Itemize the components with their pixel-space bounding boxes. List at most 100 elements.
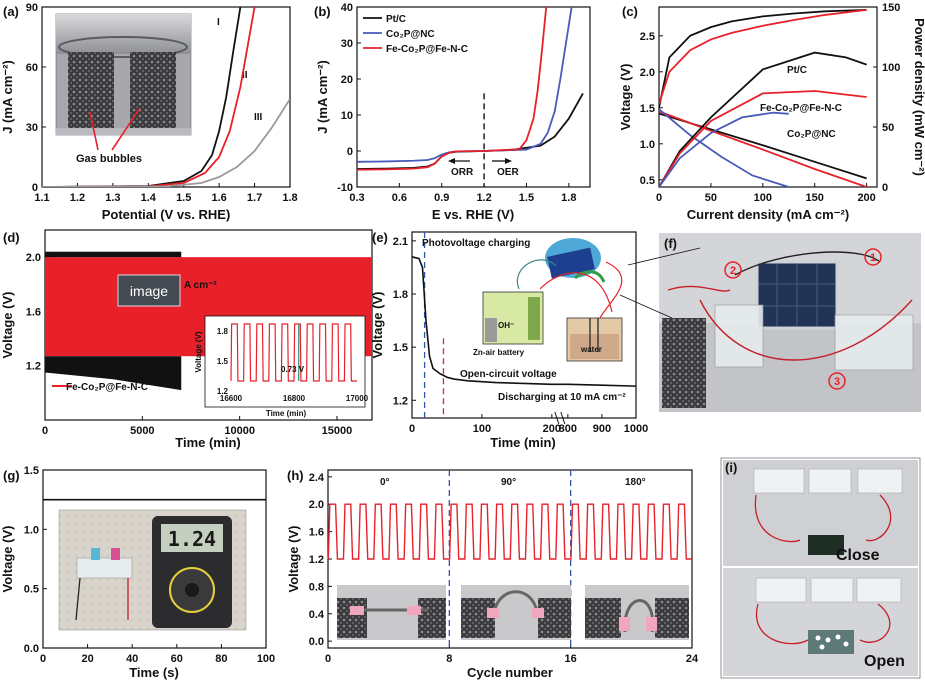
ytick-label: 0: [32, 182, 38, 194]
panel-g-label: (g): [3, 468, 20, 483]
marker-2: 2: [730, 265, 736, 277]
inset-ytick: 1.2: [217, 387, 229, 396]
panel-g-frame: [42, 469, 267, 649]
ytick-label: 40: [341, 2, 353, 14]
ytick-label: 1.2: [393, 395, 408, 407]
xtick-label: 0: [409, 423, 415, 435]
panel-a-plot: 1.1 1.2 1.3 1.4 1.5 1.6 1.7 1.8 0 30 60 90: [26, 2, 298, 204]
xtick-label: 15000: [322, 425, 353, 437]
water-label: water: [580, 345, 602, 354]
series-line-c-6: [659, 8, 867, 108]
panel-e-schematic: OH⁻ Zn-air battery water: [473, 238, 623, 362]
xtick-label: 1.1: [34, 192, 49, 204]
panel-d-xlabel: Time (min): [175, 435, 241, 450]
xtick-label: 0: [40, 653, 46, 665]
legend-d-fe-co2p: Fe-Co₂P@Fe-N-C: [66, 382, 148, 393]
label-co2p: Co₂P@NC: [787, 129, 836, 140]
ytick-label: 2.0: [640, 67, 655, 79]
panel-g-plot: 0 20 40 60 80 100 0.0 0.5 1.0 1.5: [24, 465, 275, 665]
ytick-label: 60: [26, 62, 38, 74]
close-label: Close: [836, 547, 880, 564]
ytick-label: 0.5: [640, 175, 655, 187]
angle-0: 0°: [380, 477, 390, 488]
panel-c-plot: 0 50 100 150 200 0.5 1.0 1.5 2.0 2.5 0 50 100 150: [640, 2, 901, 204]
xtick-label: 1.4: [141, 192, 157, 204]
ytick-label: 1.5: [393, 342, 408, 354]
panel-a-ylabel: J (mA cm⁻²): [0, 60, 15, 134]
ytick-label: 2.4: [309, 472, 325, 484]
ytick-label: 1.6: [26, 306, 41, 318]
series-line-h: [327, 503, 692, 560]
panel-b: (b) Pt/C Co₂P@NC Fe-Co₂P@Fe-N-C 0.3 0.6 0.…: [314, 2, 591, 222]
xtick-label: 150: [806, 192, 824, 204]
discharging-text: Discharging at 10 mA cm⁻²: [498, 392, 626, 403]
panel-a-photo: Gas bubbles: [55, 13, 192, 165]
inset-xlabel: Time (min): [266, 409, 307, 418]
xtick-label: 24: [686, 653, 699, 665]
xtick-label: 1.5: [176, 192, 191, 204]
label-fe-co2p: Fe-Co₂P@Fe-N-C: [760, 103, 842, 114]
legend-fe-co2p: Fe-Co₂P@Fe-N-C: [386, 44, 468, 55]
ytick-label: 2.5: [640, 31, 655, 43]
ytick-label: 10: [341, 110, 353, 122]
panel-a-xlabel: Potential (V vs. RHE): [102, 207, 231, 222]
xtick-label: 0.9: [434, 192, 449, 204]
inset-xtick: 16600: [220, 394, 243, 403]
image-tooltip: image: [117, 274, 181, 307]
xtick-label: 40: [126, 653, 138, 665]
xtick-label: 1.6: [211, 192, 226, 204]
panel-c-xlabel: Current density (mA cm⁻²): [687, 207, 849, 222]
legend-pt-c: Pt/C: [386, 14, 406, 25]
connector-line-2: [627, 247, 701, 266]
ytick-label: 1.6: [309, 527, 324, 539]
inset-series: [230, 323, 357, 382]
xtick-label: 200: [857, 192, 875, 204]
panel-d: (d) 0 5000 10000 15000 1.2 1.6 2.0 image A cm⁻…: [0, 229, 373, 450]
xtick-label: 0: [42, 425, 48, 437]
panel-g-xlabel: Time (s): [129, 665, 179, 680]
ytick-label: 0.8: [309, 581, 324, 593]
xtick-label: 900: [593, 423, 611, 435]
ytick-label: 30: [341, 38, 353, 50]
panel-h-ylabel: Voltage (V): [286, 526, 301, 593]
legend-co2p: Co₂P@NC: [386, 29, 435, 40]
xtick-label: 1.8: [282, 192, 297, 204]
ocv-text: Open-circuit voltage: [460, 369, 557, 380]
y2tick-label: 0: [882, 182, 888, 194]
xtick-label: 1.8: [561, 192, 576, 204]
panel-f-photo: 1 2 3 (f): [659, 233, 921, 412]
marker-1: 1: [870, 252, 876, 264]
ytick-label: 1.0: [640, 139, 655, 151]
marker-3: 3: [834, 376, 840, 388]
panel-c-ylabel: Voltage (V): [618, 64, 633, 131]
orr-arrow: [448, 158, 470, 164]
xtick-label: 100: [754, 192, 772, 204]
inset-ylabel: Voltage (V): [194, 331, 203, 373]
panel-b-ylabel: J (mA cm⁻²): [315, 60, 330, 134]
ytick-label: 1.2: [26, 361, 41, 373]
series-line-c-2: [659, 108, 790, 187]
panel-g-photo: 1.24: [58, 509, 247, 631]
panel-b-plot: 0.3 0.6 0.9 1.2 1.5 1.8 -10 0 10 20 30 40: [337, 2, 584, 204]
oh-label: OH⁻: [498, 321, 514, 330]
ytick-label: 30: [26, 122, 38, 134]
angle-180: 180°: [625, 477, 646, 488]
ytick-label: -10: [337, 182, 353, 194]
panel-c: (c) 0 50 100 150 200 0.5 1.0 1.5 2.0 2.5 0 50 100 150…: [618, 2, 925, 222]
ytick-label: 1.5: [640, 103, 655, 115]
xtick-label: 800: [559, 423, 577, 435]
black-band-bottom: [45, 356, 182, 391]
ytick-label: 0.0: [309, 636, 324, 648]
series-line-c-7: [659, 8, 867, 105]
open-label: Open: [864, 653, 905, 670]
ytick-label: 0.5: [24, 584, 39, 596]
series-line-c-3: [659, 51, 867, 187]
xtick-label: 50: [705, 192, 717, 204]
orr-label: ORR: [451, 167, 474, 178]
panel-b-xlabel: E vs. RHE (V): [432, 207, 514, 222]
series-line-c-1: [659, 110, 867, 187]
oer-label: OER: [497, 167, 519, 178]
inset-annot: 0.73 V: [281, 365, 305, 374]
photovoltage-text: Photovoltage charging: [422, 238, 530, 249]
